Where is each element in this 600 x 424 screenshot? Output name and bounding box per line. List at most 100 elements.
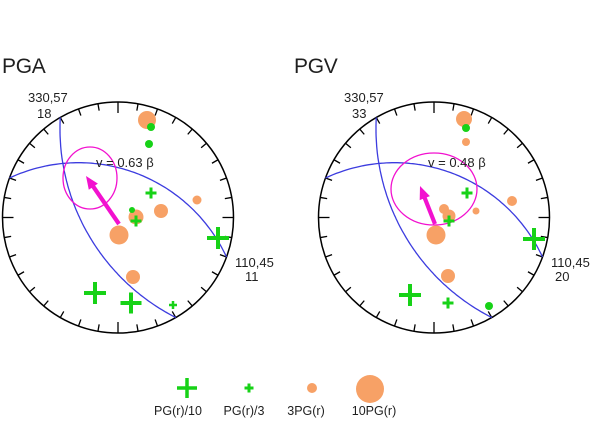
azimuth-tick [136,103,139,111]
azimuth-tick [77,108,82,116]
azimuth-tick [527,159,535,164]
pg-dot-symbol [462,124,470,132]
azimuth-tick [4,196,12,200]
azimuth-tick [345,142,352,149]
legend-circle-symbol [307,383,317,393]
azimuth-tick [171,117,177,124]
pg-circle-symbol [154,204,168,218]
azimuth-tick [487,117,493,124]
uncertainty-ellipse [62,146,118,210]
azimuth-tick [452,324,455,332]
stereonet-plot [1,101,235,334]
azimuth-tick [224,196,232,200]
azimuth-tick [345,286,352,293]
azimuth-tick [211,159,219,164]
pg-cross-symbol [399,284,421,306]
azimuth-tick [393,319,398,327]
azimuth-tick [97,103,100,111]
azimuth-tick [187,128,193,135]
azimuth-tick [470,108,475,116]
pg-circle-symbol [126,270,140,284]
azimuth-tick [77,319,82,327]
azimuth-tick [333,159,341,164]
azimuth-tick [4,235,12,239]
azimuth-tick [503,300,509,307]
pg-cross-symbol [130,215,142,227]
azimuth-tick [154,108,159,116]
azimuth-tick [375,117,381,124]
nodal-plane-arc [325,162,544,258]
legend-label: 3PG(r) [287,404,325,418]
pg-cross-symbol [207,227,229,249]
azimuth-tick [516,142,523,149]
plane-label-strike-dip: 330,57 [344,90,384,105]
pg-cross-symbol [523,228,545,250]
azimuth-tick [375,311,381,318]
azimuth-tick [219,177,227,182]
legend [177,375,384,403]
slip-arrow-head [419,186,430,201]
legend-circle-symbol [356,375,384,403]
plane-label-strike-dip: 110,45 [235,255,274,270]
pg-dot-symbol [485,302,493,310]
pg-circle-symbol [109,225,129,245]
azimuth-tick [17,159,25,164]
pg-circle-symbol [192,195,202,205]
azimuth-tick [97,324,100,332]
slip-arrow-head [86,176,98,190]
legend-label: 10PG(r) [351,404,397,418]
plane-label-rake: 20 [555,269,570,284]
plane-label-rake: 11 [245,269,259,284]
stereonet-plot [317,101,551,334]
pg-dot-symbol [129,207,135,213]
azimuth-tick [535,253,543,258]
pg-circle-symbol [441,269,455,283]
slip-arrow-shaft [90,183,121,226]
pg-cross-symbol [145,187,157,199]
plane-label-strike-dip: 330,57 [28,90,68,105]
azimuth-tick [393,108,398,116]
nodal-plane-arc [375,117,493,319]
azimuth-tick [211,271,219,276]
azimuth-tick [359,128,365,135]
azimuth-tick [503,128,509,135]
azimuth-tick [527,271,535,276]
azimuth-tick [9,253,17,258]
pg-circle-symbol [472,207,480,215]
azimuth-tick [29,286,36,293]
pg-cross-symbol [442,297,454,309]
azimuth-tick [154,319,159,327]
pg-circle-symbol [462,138,470,146]
legend-label: PG(r)/3 [223,404,265,418]
pg-circle-symbol [426,225,446,245]
azimuth-tick [333,271,341,276]
azimuth-tick [540,196,548,200]
pg-dot-symbol [147,123,155,131]
pg-cross-symbol [169,301,177,309]
azimuth-tick [516,286,523,293]
azimuth-tick [413,103,416,111]
plane-label-rake: 18 [37,106,52,121]
pg-cross-symbol [443,215,455,227]
stereonet-circle [317,101,551,334]
v-beta-annotation: v = 0.48 β [428,155,486,170]
v-beta-annotation: v = 0.63 β [96,155,154,170]
azimuth-tick [17,271,25,276]
azimuth-tick [136,324,139,332]
azimuth-tick [43,128,49,135]
plane-label-strike-dip: 110,45 [551,255,590,270]
pg-circle-symbol [507,196,517,206]
plot-title-pgv: PGV [294,55,338,78]
azimuth-tick [325,253,333,258]
pg-cross-symbol [120,292,142,314]
nodal-plane-arc [59,117,177,319]
stereonet-circle [1,101,235,334]
plot-title-pga: PGA [2,55,46,78]
azimuth-tick [9,177,17,182]
azimuth-tick [187,300,193,307]
plane-label-rake: 33 [352,106,367,121]
azimuth-tick [470,319,475,327]
legend-label: PG(r)/10 [154,404,202,418]
